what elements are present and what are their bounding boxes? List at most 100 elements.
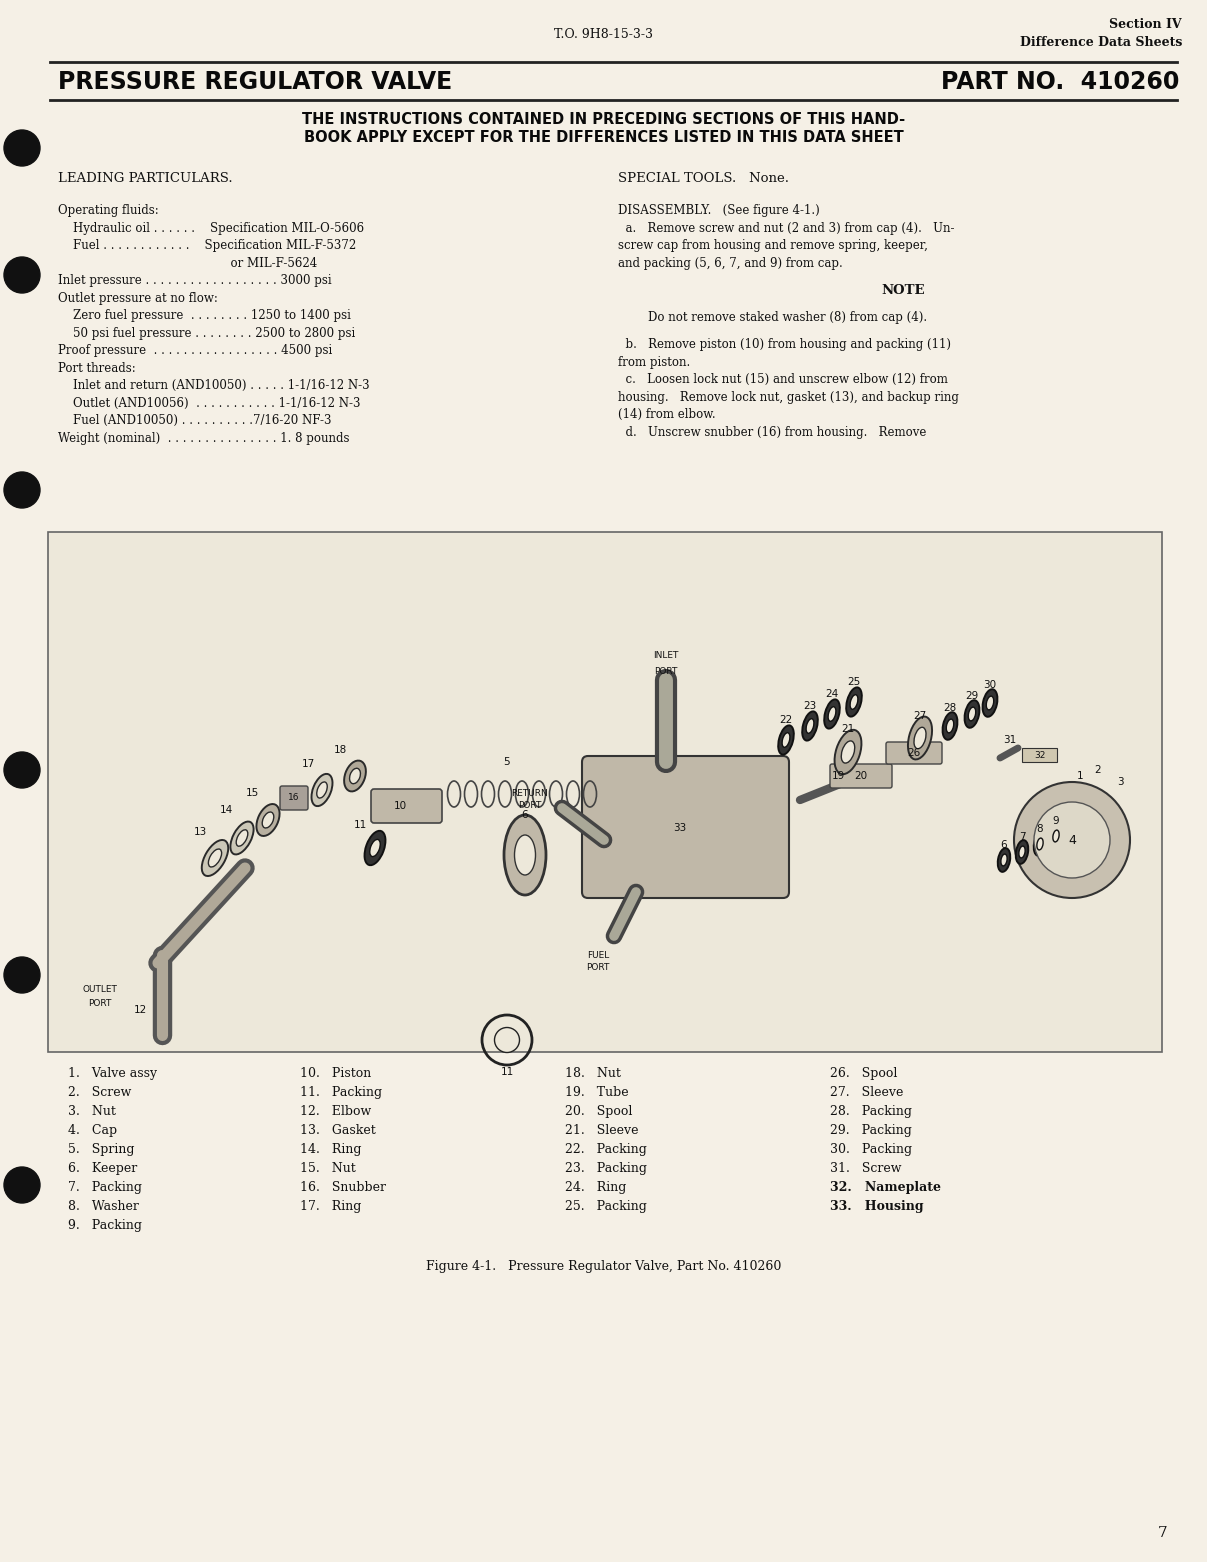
Text: FUEL: FUEL bbox=[587, 951, 610, 959]
FancyBboxPatch shape bbox=[830, 764, 892, 787]
Text: 9.   Packing: 9. Packing bbox=[68, 1218, 142, 1232]
Ellipse shape bbox=[365, 831, 385, 865]
FancyBboxPatch shape bbox=[280, 786, 308, 811]
Text: c.   Loosen lock nut (15) and unscrew elbow (12) from: c. Loosen lock nut (15) and unscrew elbo… bbox=[618, 373, 947, 386]
Text: 18: 18 bbox=[333, 745, 346, 754]
FancyBboxPatch shape bbox=[886, 742, 941, 764]
Text: 2: 2 bbox=[1095, 765, 1101, 775]
Text: 11: 11 bbox=[354, 820, 367, 829]
Circle shape bbox=[4, 751, 40, 787]
Text: Outlet pressure at no flow:: Outlet pressure at no flow: bbox=[58, 292, 218, 305]
Text: and packing (5, 6, 7, and 9) from cap.: and packing (5, 6, 7, and 9) from cap. bbox=[618, 256, 842, 270]
Text: 14: 14 bbox=[220, 804, 233, 815]
Text: 30.   Packing: 30. Packing bbox=[830, 1143, 912, 1156]
Ellipse shape bbox=[514, 836, 536, 875]
Text: 11: 11 bbox=[501, 1067, 514, 1078]
FancyBboxPatch shape bbox=[582, 756, 789, 898]
Ellipse shape bbox=[262, 812, 274, 828]
Text: 17: 17 bbox=[302, 759, 315, 769]
Text: b.   Remove piston (10) from housing and packing (11): b. Remove piston (10) from housing and p… bbox=[618, 339, 951, 351]
Ellipse shape bbox=[946, 719, 954, 733]
Ellipse shape bbox=[1019, 847, 1025, 858]
Ellipse shape bbox=[495, 1028, 519, 1053]
Ellipse shape bbox=[369, 839, 380, 856]
Ellipse shape bbox=[1037, 839, 1043, 850]
Text: 6.   Keeper: 6. Keeper bbox=[68, 1162, 138, 1175]
Text: Operating fluids:: Operating fluids: bbox=[58, 205, 159, 217]
Ellipse shape bbox=[779, 725, 794, 754]
Text: OUTLET: OUTLET bbox=[82, 986, 117, 995]
Text: 5: 5 bbox=[502, 758, 509, 767]
Ellipse shape bbox=[986, 697, 993, 709]
Text: 7: 7 bbox=[1158, 1526, 1167, 1540]
Text: Weight (nominal)  . . . . . . . . . . . . . . . 1. 8 pounds: Weight (nominal) . . . . . . . . . . . .… bbox=[58, 431, 350, 445]
Circle shape bbox=[1034, 801, 1110, 878]
Text: Section IV: Section IV bbox=[1109, 19, 1182, 31]
Text: 11.   Packing: 11. Packing bbox=[301, 1086, 383, 1100]
Circle shape bbox=[4, 472, 40, 508]
Text: 8: 8 bbox=[1037, 825, 1043, 834]
Ellipse shape bbox=[237, 829, 247, 847]
Text: 4.   Cap: 4. Cap bbox=[68, 1125, 117, 1137]
Text: 3.   Nut: 3. Nut bbox=[68, 1104, 116, 1118]
Text: 25: 25 bbox=[847, 676, 861, 687]
Text: LEADING PARTICULARS.: LEADING PARTICULARS. bbox=[58, 172, 233, 184]
Ellipse shape bbox=[803, 711, 818, 740]
Ellipse shape bbox=[1016, 840, 1028, 864]
Text: 15: 15 bbox=[245, 787, 258, 798]
Circle shape bbox=[4, 258, 40, 294]
Text: PRESSURE REGULATOR VALVE: PRESSURE REGULATOR VALVE bbox=[58, 70, 453, 94]
Text: 14.   Ring: 14. Ring bbox=[301, 1143, 362, 1156]
Text: 5.   Spring: 5. Spring bbox=[68, 1143, 134, 1156]
Bar bbox=[48, 533, 1162, 1051]
Text: Do not remove staked washer (8) from cap (4).: Do not remove staked washer (8) from cap… bbox=[618, 311, 927, 325]
Text: 19.   Tube: 19. Tube bbox=[565, 1086, 629, 1100]
Text: 29.   Packing: 29. Packing bbox=[830, 1125, 911, 1137]
Ellipse shape bbox=[1050, 825, 1062, 848]
Text: 7.   Packing: 7. Packing bbox=[68, 1181, 142, 1193]
Bar bbox=[1022, 748, 1057, 762]
Ellipse shape bbox=[841, 740, 855, 764]
Text: RETURN: RETURN bbox=[512, 789, 548, 798]
Text: PORT: PORT bbox=[654, 667, 677, 675]
Text: 12.   Elbow: 12. Elbow bbox=[301, 1104, 372, 1118]
Text: or MIL-F-5624: or MIL-F-5624 bbox=[58, 256, 317, 270]
Circle shape bbox=[1014, 783, 1130, 898]
Text: PORT: PORT bbox=[587, 964, 610, 973]
Text: Inlet pressure . . . . . . . . . . . . . . . . . . 3000 psi: Inlet pressure . . . . . . . . . . . . .… bbox=[58, 275, 332, 287]
Text: 31.   Screw: 31. Screw bbox=[830, 1162, 902, 1175]
Text: 28: 28 bbox=[944, 703, 957, 712]
Text: 20: 20 bbox=[855, 772, 868, 781]
Text: 32.   Nameplate: 32. Nameplate bbox=[830, 1181, 941, 1193]
Text: 13: 13 bbox=[193, 826, 206, 837]
Text: THE INSTRUCTIONS CONTAINED IN PRECEDING SECTIONS OF THIS HAND-: THE INSTRUCTIONS CONTAINED IN PRECEDING … bbox=[302, 112, 905, 127]
Text: 23.   Packing: 23. Packing bbox=[565, 1162, 647, 1175]
Ellipse shape bbox=[846, 687, 862, 717]
Text: BOOK APPLY EXCEPT FOR THE DIFFERENCES LISTED IN THIS DATA SHEET: BOOK APPLY EXCEPT FOR THE DIFFERENCES LI… bbox=[304, 130, 903, 145]
Text: 21: 21 bbox=[841, 725, 855, 734]
Text: 2.   Screw: 2. Screw bbox=[68, 1086, 132, 1100]
Text: 1.   Valve assy: 1. Valve assy bbox=[68, 1067, 157, 1079]
Ellipse shape bbox=[316, 783, 327, 798]
Text: 10: 10 bbox=[393, 801, 407, 811]
Text: 16.   Snubber: 16. Snubber bbox=[301, 1181, 386, 1193]
Ellipse shape bbox=[968, 708, 975, 722]
Text: 13.   Gasket: 13. Gasket bbox=[301, 1125, 375, 1137]
Ellipse shape bbox=[998, 848, 1010, 872]
Text: 6: 6 bbox=[1001, 840, 1008, 850]
Ellipse shape bbox=[209, 850, 222, 867]
Text: Zero fuel pressure  . . . . . . . . 1250 to 1400 psi: Zero fuel pressure . . . . . . . . 1250 … bbox=[58, 309, 351, 322]
Text: 22.   Packing: 22. Packing bbox=[565, 1143, 647, 1156]
Text: 10.   Piston: 10. Piston bbox=[301, 1067, 372, 1079]
Text: SPECIAL TOOLS.   None.: SPECIAL TOOLS. None. bbox=[618, 172, 789, 184]
Circle shape bbox=[4, 958, 40, 993]
Text: PORT: PORT bbox=[88, 998, 112, 1007]
Text: 12: 12 bbox=[134, 1004, 146, 1015]
Text: DISASSEMBLY.   (See figure 4-1.): DISASSEMBLY. (See figure 4-1.) bbox=[618, 205, 820, 217]
Ellipse shape bbox=[834, 729, 862, 775]
Ellipse shape bbox=[782, 733, 789, 747]
Text: 30: 30 bbox=[984, 679, 997, 690]
Text: from piston.: from piston. bbox=[618, 356, 690, 369]
Text: Inlet and return (AND10050) . . . . . 1-1/16-12 N-3: Inlet and return (AND10050) . . . . . 1-… bbox=[58, 380, 369, 392]
Text: 26.   Spool: 26. Spool bbox=[830, 1067, 897, 1079]
